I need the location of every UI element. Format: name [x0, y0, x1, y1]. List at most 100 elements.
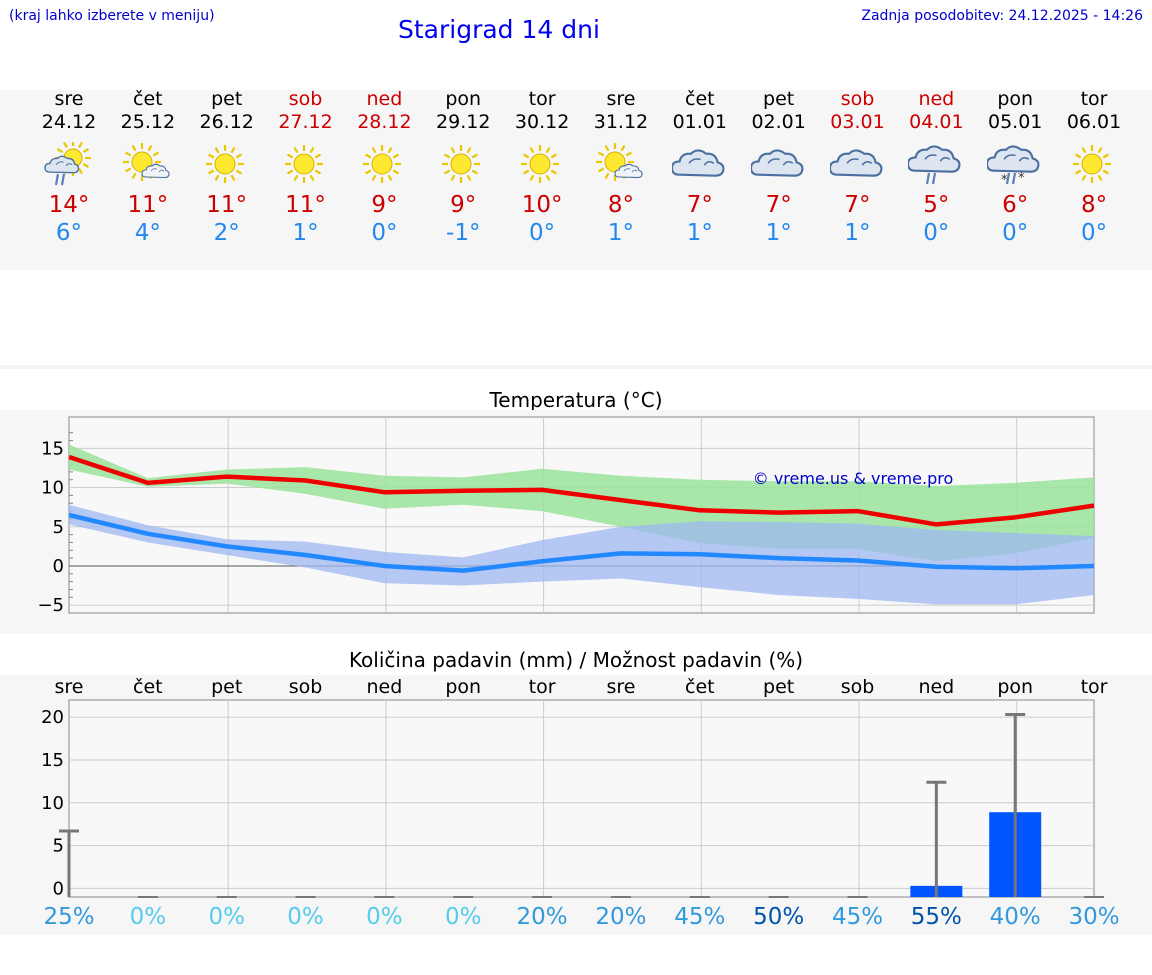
precipitation-day-label: ned: [366, 676, 403, 698]
max-temperature: 7°: [765, 192, 792, 218]
y-tick-label: −5: [37, 595, 64, 616]
min-temperature: 1°: [765, 220, 792, 246]
day-date: 06.01: [1066, 111, 1122, 133]
precipitation-probability: 0%: [366, 904, 403, 930]
day-date: 27.12: [278, 111, 333, 133]
max-temperature: 6°: [1002, 192, 1029, 218]
min-temperature: 1°: [686, 220, 713, 246]
day-date: 29.12: [436, 111, 491, 133]
precipitation-probability: 30%: [1068, 904, 1120, 930]
cloud-icon: [829, 149, 882, 177]
day-name: pet: [211, 88, 243, 110]
precipitation-day-label: čet: [133, 676, 163, 698]
max-temperature: 10°: [521, 192, 563, 218]
sun-cloud-rain-icon: [44, 142, 91, 186]
min-temperature: 0°: [1080, 220, 1108, 246]
page-title: Starigrad 14 dni: [398, 15, 600, 44]
day-date: 01.01: [672, 111, 727, 133]
min-temperature: 0°: [1002, 220, 1029, 246]
svg-text:*: *: [1018, 171, 1025, 186]
day-name: sre: [54, 88, 84, 110]
day-name: čet: [133, 88, 163, 110]
day-column: tor 30.12 10° 0°: [502, 88, 582, 247]
max-temperature: 8°: [1080, 192, 1108, 218]
day-name: pon: [445, 88, 482, 110]
day-date: 31.12: [593, 111, 649, 133]
day-date: 28.12: [357, 111, 412, 133]
day-column: sob 03.01 7° 1°: [818, 88, 898, 247]
sun-icon: [284, 145, 323, 183]
precipitation-day-label: sob: [288, 676, 323, 698]
day-date: 24.12: [41, 111, 97, 133]
y-tick-label: 15: [41, 750, 64, 771]
day-name: pet: [763, 88, 795, 110]
sun-icon: [363, 145, 402, 183]
cloud-rain-icon: [908, 145, 961, 185]
sun-icon: [442, 145, 481, 183]
day-date: 04.01: [909, 111, 964, 133]
min-temperature-line: [68, 512, 1095, 573]
y-tick-label: 5: [53, 836, 64, 857]
precipitation-probability: 25%: [43, 904, 95, 930]
precipitation-probability: 0%: [208, 904, 245, 930]
cloud-sleet-icon: * *: [987, 145, 1040, 188]
min-temperature: -1°: [446, 220, 481, 246]
precipitation-day-label: pet: [211, 676, 243, 698]
cloud-icon: [750, 149, 804, 177]
precipitation-day-label: čet: [685, 676, 715, 698]
precipitation-probability: 40%: [989, 904, 1041, 930]
max-temperature: 9°: [450, 192, 477, 218]
precipitation-day-label: pon: [997, 676, 1034, 698]
min-temperature-band: [69, 504, 1095, 605]
min-temperature: 1°: [292, 220, 319, 246]
min-temperature: 0°: [529, 220, 556, 246]
svg-text:*: *: [1001, 173, 1008, 188]
temperature-chart: 15 10 5 0 −5 © vreme.us & vreme.pro: [37, 416, 1095, 616]
y-tick-label: 20: [41, 707, 64, 728]
day-date: 03.01: [830, 111, 885, 133]
y-tick-label: 10: [41, 793, 64, 814]
day-name: sob: [288, 88, 323, 110]
day-date: 26.12: [199, 111, 254, 133]
min-temperature: 1°: [607, 220, 634, 246]
day-column: ned 04.01 5° 0°: [896, 88, 976, 247]
min-temperature: 4°: [134, 220, 161, 246]
day-name: pon: [997, 88, 1034, 110]
max-temperature: 11°: [206, 192, 248, 218]
precipitation-day-label: sob: [840, 676, 875, 698]
precipitation-probability: 20%: [595, 904, 647, 930]
precipitation-probability: 50%: [753, 904, 805, 930]
sun-small-cloud-icon: [122, 143, 170, 181]
daily-forecast-panel: [0, 90, 1152, 270]
day-name: sre: [606, 88, 636, 110]
day-column: pet 02.01 7° 1°: [739, 88, 819, 247]
max-temperature: 8°: [607, 192, 634, 218]
cloud-icon: [671, 149, 725, 177]
day-date: 25.12: [120, 111, 176, 133]
day-column: pon 29.12 9° -1°: [423, 88, 503, 247]
max-temperature: 7°: [844, 192, 871, 218]
y-tick-label: 0: [53, 556, 64, 577]
precipitation-day-label: pet: [763, 676, 795, 698]
precipitation-probability: 55%: [910, 904, 962, 930]
last-update-timestamp: Zadnja posodobitev: 24.12.2025 - 14:26: [861, 8, 1143, 24]
precipitation-probability: 45%: [831, 904, 884, 930]
divider: [0, 365, 1152, 369]
precipitation-day-label: pon: [445, 676, 482, 698]
day-name: ned: [918, 88, 955, 110]
day-column: pet 26.12 11° 2°: [187, 88, 267, 247]
min-temperature: 1°: [844, 220, 871, 246]
precipitation-probability: 20%: [516, 904, 568, 930]
plot-area: [68, 699, 1095, 898]
max-temperature: 11°: [127, 192, 169, 218]
precipitation-probability: 0%: [287, 904, 324, 930]
max-temperature: 5°: [923, 192, 950, 218]
day-column: sob 27.12 11° 1°: [266, 88, 346, 247]
y-tick-label: 15: [41, 438, 64, 459]
sun-icon: [521, 145, 560, 183]
y-tick-label: 0: [53, 878, 64, 899]
max-temperature-line: [68, 454, 1095, 527]
precipitation-chart: 20 15 10 5 0: [41, 699, 1105, 899]
min-temperature: 0°: [923, 220, 950, 246]
day-column: sre 24.12 14° 6°: [29, 88, 109, 247]
